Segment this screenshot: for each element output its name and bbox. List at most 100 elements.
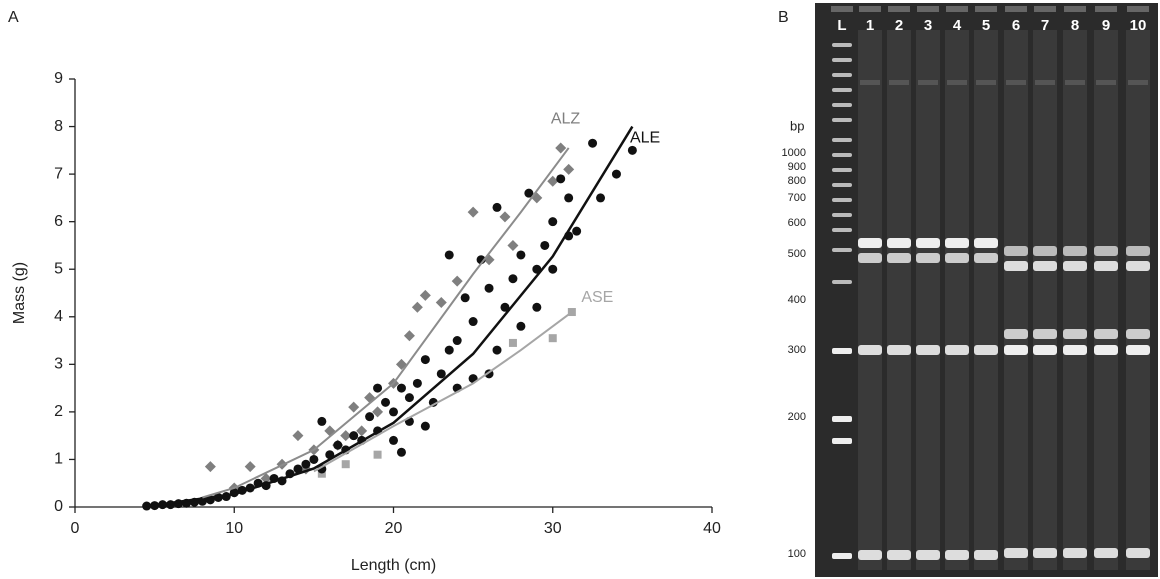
band — [1126, 246, 1150, 256]
band — [858, 238, 882, 248]
point — [389, 435, 398, 445]
band — [1094, 261, 1118, 271]
point — [381, 397, 391, 407]
band — [1126, 261, 1150, 271]
band — [1094, 246, 1118, 256]
band — [974, 238, 998, 248]
band — [858, 550, 882, 560]
y-tick-label: 2 — [54, 403, 63, 420]
band — [858, 345, 882, 355]
well — [1095, 6, 1117, 12]
ladder-band — [832, 168, 852, 172]
ladder-band — [832, 183, 852, 187]
point — [142, 501, 152, 511]
point — [348, 401, 360, 413]
band — [858, 253, 882, 263]
point — [420, 421, 430, 431]
lane-label: 6 — [1012, 17, 1020, 34]
point — [507, 239, 519, 251]
lane-label: L — [837, 17, 846, 34]
band — [1126, 548, 1150, 558]
point — [244, 461, 256, 473]
point — [324, 425, 336, 437]
band — [918, 80, 938, 85]
x-tick-label: 40 — [703, 520, 721, 537]
band — [1063, 261, 1087, 271]
point — [572, 226, 582, 236]
lane-label: 4 — [953, 17, 962, 34]
band — [1096, 80, 1116, 85]
band — [1063, 345, 1087, 355]
point — [340, 430, 352, 442]
point — [349, 431, 359, 441]
band — [1094, 329, 1118, 339]
lane-label: 7 — [1041, 17, 1049, 34]
point — [309, 454, 319, 464]
ladder-band — [832, 103, 852, 107]
point — [333, 440, 343, 450]
series-label: ALE — [630, 130, 660, 147]
band — [947, 80, 967, 85]
point — [356, 425, 368, 437]
y-tick-label: 0 — [54, 498, 63, 515]
ladder-band — [832, 153, 852, 157]
size-label: 800 — [788, 175, 806, 187]
point — [373, 450, 382, 459]
lane-smear — [1126, 30, 1150, 570]
point — [372, 406, 384, 418]
band — [1033, 329, 1057, 339]
point — [404, 393, 414, 403]
point — [420, 355, 430, 365]
band — [916, 238, 940, 248]
lane-label: 10 — [1130, 17, 1147, 34]
point — [451, 275, 463, 287]
well — [975, 6, 997, 12]
lane-label: 8 — [1071, 17, 1079, 34]
ladder-band — [832, 198, 852, 202]
series-label: ALZ — [551, 111, 581, 128]
size-label: 500 — [788, 248, 806, 260]
y-tick-label: 1 — [54, 451, 63, 468]
y-tick-label: 4 — [54, 308, 63, 325]
band — [889, 80, 909, 85]
well — [917, 6, 939, 12]
ladder-band — [832, 118, 852, 122]
lane-label: 2 — [895, 17, 903, 34]
ladder-band — [832, 228, 852, 232]
point — [341, 460, 350, 469]
point — [435, 297, 447, 309]
point — [548, 334, 557, 343]
point — [500, 302, 510, 312]
well — [831, 6, 853, 12]
band — [887, 238, 911, 248]
point — [317, 464, 327, 474]
lane-smear — [974, 30, 998, 570]
ladder-band — [832, 553, 852, 559]
band — [945, 550, 969, 560]
point — [564, 193, 574, 203]
lane-smear — [858, 30, 882, 570]
band — [945, 238, 969, 248]
point — [444, 250, 454, 260]
lane-smear — [1094, 30, 1118, 570]
ladder-band — [832, 43, 852, 47]
size-label: 900 — [788, 161, 806, 173]
panel-label: A — [8, 9, 19, 26]
well — [946, 6, 968, 12]
point — [548, 264, 558, 274]
band — [974, 345, 998, 355]
point — [389, 407, 398, 417]
point — [292, 430, 304, 442]
band — [887, 345, 911, 355]
ladder-band — [832, 438, 852, 444]
point — [412, 378, 422, 388]
ladder-band — [832, 348, 852, 354]
size-label: 100 — [788, 548, 806, 560]
series-label: ASE — [581, 289, 613, 306]
band — [860, 80, 880, 85]
ladder-band — [832, 88, 852, 92]
ladder-band — [832, 138, 852, 142]
point — [260, 472, 272, 484]
band — [916, 253, 940, 263]
band — [1004, 548, 1028, 558]
